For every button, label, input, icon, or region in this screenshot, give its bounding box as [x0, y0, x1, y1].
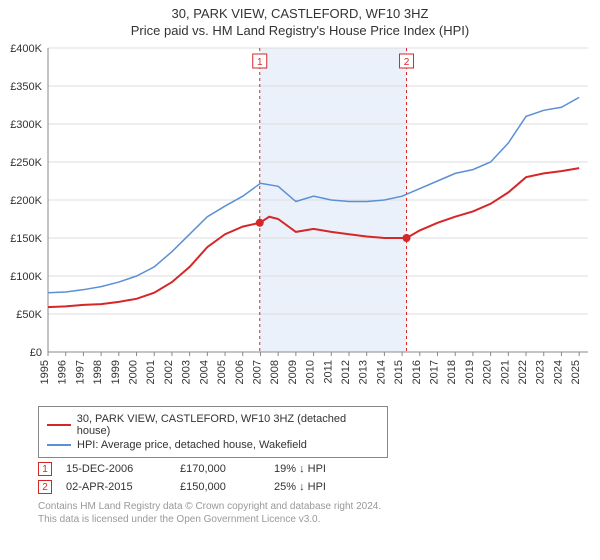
svg-text:£300K: £300K [10, 119, 42, 131]
svg-text:£400K: £400K [10, 43, 42, 55]
svg-text:2010: 2010 [305, 360, 317, 384]
svg-text:2006: 2006 [234, 360, 246, 384]
svg-text:1996: 1996 [57, 360, 69, 384]
svg-text:1998: 1998 [92, 360, 104, 384]
svg-text:2000: 2000 [128, 360, 140, 384]
svg-text:1995: 1995 [39, 360, 51, 384]
svg-text:2: 2 [404, 57, 410, 68]
sale-marker-badge: 2 [38, 480, 52, 494]
svg-text:£350K: £350K [10, 81, 42, 93]
sale-marker-badge: 1 [38, 462, 52, 476]
sale-markers-table: 1 15-DEC-2006 £170,000 19% ↓ HPI 2 02-APR-201… [38, 462, 580, 494]
svg-text:1997: 1997 [74, 360, 86, 384]
sale-marker-row: 1 15-DEC-2006 £170,000 19% ↓ HPI [38, 462, 580, 476]
sale-hpi-diff: 19% ↓ HPI [274, 463, 374, 475]
legend-row: HPI: Average price, detached house, Wake… [47, 439, 379, 451]
sale-date: 15-DEC-2006 [66, 463, 166, 475]
sale-date: 02-APR-2015 [66, 481, 166, 493]
legend-swatch [47, 444, 71, 446]
footer-line2: This data is licensed under the Open Gov… [38, 513, 580, 526]
title-address: 30, PARK VIEW, CASTLEFORD, WF10 3HZ [0, 6, 600, 21]
svg-text:£150K: £150K [10, 233, 42, 245]
svg-text:2003: 2003 [181, 360, 193, 384]
price-chart: £0 £50K £100K £150K £200K £250K £300K £350K £400… [0, 40, 600, 400]
svg-text:2002: 2002 [163, 360, 175, 384]
svg-text:2007: 2007 [251, 360, 263, 384]
svg-text:£200K: £200K [10, 195, 42, 207]
svg-text:2025: 2025 [570, 360, 582, 384]
svg-text:2012: 2012 [340, 360, 352, 384]
svg-text:1999: 1999 [110, 360, 122, 384]
svg-text:2001: 2001 [145, 360, 157, 384]
legend-label: HPI: Average price, detached house, Wake… [77, 439, 307, 451]
footer-attribution: Contains HM Land Registry data © Crown c… [38, 500, 580, 526]
svg-text:2017: 2017 [429, 360, 441, 384]
svg-text:2013: 2013 [358, 360, 370, 384]
legend-swatch [47, 424, 71, 426]
svg-text:2020: 2020 [482, 360, 494, 384]
sale-price: £150,000 [180, 481, 260, 493]
footer-line1: Contains HM Land Registry data © Crown c… [38, 500, 580, 513]
sale-hpi-diff: 25% ↓ HPI [274, 481, 374, 493]
svg-text:2014: 2014 [375, 360, 387, 384]
svg-text:2016: 2016 [411, 360, 423, 384]
svg-text:2019: 2019 [464, 360, 476, 384]
svg-text:2009: 2009 [287, 360, 299, 384]
svg-text:2005: 2005 [216, 360, 228, 384]
svg-text:2022: 2022 [517, 360, 529, 384]
svg-text:£250K: £250K [10, 157, 42, 169]
svg-text:2004: 2004 [198, 360, 210, 384]
svg-text:2024: 2024 [552, 360, 564, 384]
legend-label: 30, PARK VIEW, CASTLEFORD, WF10 3HZ (det… [77, 413, 379, 437]
title-subtitle: Price paid vs. HM Land Registry's House … [0, 23, 600, 38]
svg-text:2023: 2023 [535, 360, 547, 384]
legend-row: 30, PARK VIEW, CASTLEFORD, WF10 3HZ (det… [47, 413, 379, 437]
svg-text:1: 1 [257, 57, 263, 68]
svg-text:£0: £0 [30, 347, 42, 359]
svg-text:£50K: £50K [16, 309, 42, 321]
svg-text:2011: 2011 [322, 360, 334, 384]
chart-title-block: 30, PARK VIEW, CASTLEFORD, WF10 3HZ Pric… [0, 0, 600, 40]
sale-marker-row: 2 02-APR-2015 £150,000 25% ↓ HPI [38, 480, 580, 494]
svg-text:2021: 2021 [499, 360, 511, 384]
svg-text:2018: 2018 [446, 360, 458, 384]
chart-container: £0 £50K £100K £150K £200K £250K £300K £350K £400… [0, 40, 600, 400]
svg-text:2008: 2008 [269, 360, 281, 384]
sale-price: £170,000 [180, 463, 260, 475]
svg-text:2015: 2015 [393, 360, 405, 384]
legend-box: 30, PARK VIEW, CASTLEFORD, WF10 3HZ (det… [38, 406, 388, 458]
svg-text:£100K: £100K [10, 271, 42, 283]
